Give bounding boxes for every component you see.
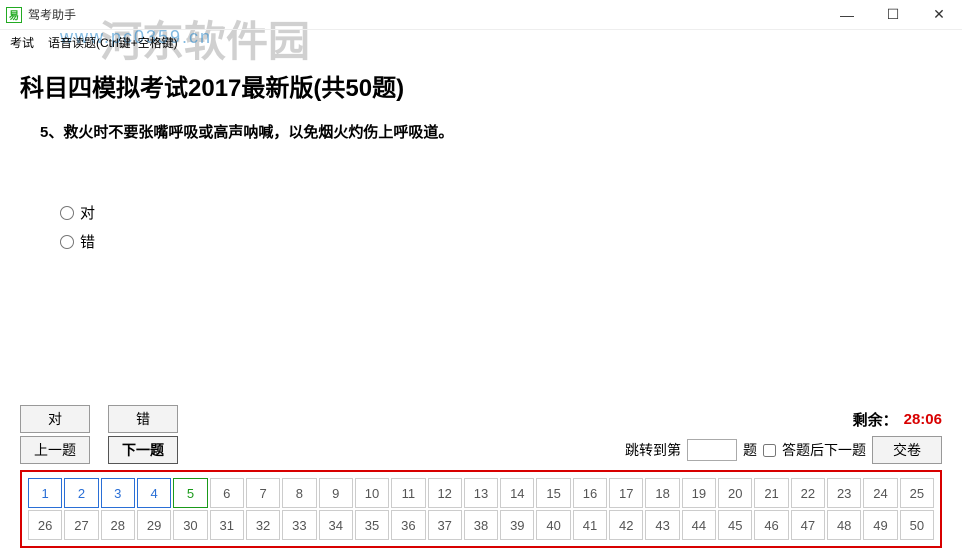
grid-cell[interactable]: 45 [718, 510, 752, 540]
menu-exam[interactable]: 考试 [10, 34, 34, 51]
option-true-radio[interactable] [60, 206, 74, 220]
question-body: 救火时不要张嘴呼吸或高声呐喊，以免烟火灼伤上呼吸道。 [63, 124, 453, 141]
answer-false-button[interactable]: 错 [108, 405, 178, 433]
grid-cell[interactable]: 44 [682, 510, 716, 540]
auto-next-label: 答题后下一题 [782, 440, 866, 460]
grid-cell[interactable]: 35 [355, 510, 389, 540]
page-title: 科目四模拟考试2017最新版(共50题) [20, 68, 942, 103]
option-false-radio[interactable] [60, 235, 74, 249]
grid-cell[interactable]: 9 [319, 478, 353, 508]
option-true-label: 对 [80, 202, 95, 223]
jump-label-post: 题 [743, 440, 757, 460]
grid-cell[interactable]: 41 [573, 510, 607, 540]
grid-cell[interactable]: 1 [28, 478, 62, 508]
prev-button[interactable]: 上一题 [20, 436, 90, 464]
grid-cell[interactable]: 5 [173, 478, 207, 508]
question-number: 5、 [40, 124, 63, 141]
grid-cell[interactable]: 32 [246, 510, 280, 540]
menu-read-aloud[interactable]: 语音读题(Ctrl键+空格键) [48, 34, 178, 51]
grid-cell[interactable]: 50 [900, 510, 934, 540]
grid-cell[interactable]: 34 [319, 510, 353, 540]
grid-cell[interactable]: 15 [536, 478, 570, 508]
grid-cell[interactable]: 38 [464, 510, 498, 540]
answer-true-button[interactable]: 对 [20, 405, 90, 433]
option-false[interactable]: 错 [60, 231, 942, 252]
grid-cell[interactable]: 2 [64, 478, 98, 508]
grid-cell[interactable]: 33 [282, 510, 316, 540]
grid-cell[interactable]: 43 [645, 510, 679, 540]
menubar: 考试 语音读题(Ctrl键+空格键) [0, 30, 962, 54]
grid-cell[interactable]: 20 [718, 478, 752, 508]
grid-cell[interactable]: 40 [536, 510, 570, 540]
jump-label-pre: 跳转到第 [625, 440, 681, 460]
grid-cell[interactable]: 19 [682, 478, 716, 508]
grid-cell[interactable]: 10 [355, 478, 389, 508]
window-title: 驾考助手 [28, 6, 76, 23]
grid-cell[interactable]: 23 [827, 478, 861, 508]
grid-cell[interactable]: 30 [173, 510, 207, 540]
grid-cell[interactable]: 37 [428, 510, 462, 540]
grid-cell[interactable]: 26 [28, 510, 62, 540]
timer-value: 28:06 [904, 411, 942, 428]
app-icon: 易 [6, 7, 22, 23]
grid-cell[interactable]: 17 [609, 478, 643, 508]
grid-cell[interactable]: 11 [391, 478, 425, 508]
grid-cell[interactable]: 49 [863, 510, 897, 540]
grid-cell[interactable]: 6 [210, 478, 244, 508]
option-true[interactable]: 对 [60, 202, 942, 223]
grid-cell[interactable]: 29 [137, 510, 171, 540]
auto-next-checkbox[interactable] [763, 444, 776, 457]
grid-cell[interactable]: 46 [754, 510, 788, 540]
jump-input[interactable] [687, 439, 737, 461]
grid-cell[interactable]: 47 [791, 510, 825, 540]
question-grid-frame: 1234567891011121314151617181920212223242… [20, 470, 942, 548]
grid-cell[interactable]: 13 [464, 478, 498, 508]
grid-cell[interactable]: 8 [282, 478, 316, 508]
grid-cell[interactable]: 42 [609, 510, 643, 540]
question-text: 5、救火时不要张嘴呼吸或高声呐喊，以免烟火灼伤上呼吸道。 [40, 121, 942, 142]
grid-cell[interactable]: 48 [827, 510, 861, 540]
minimize-button[interactable]: — [824, 0, 870, 30]
grid-cell[interactable]: 12 [428, 478, 462, 508]
grid-cell[interactable]: 31 [210, 510, 244, 540]
grid-cell[interactable]: 39 [500, 510, 534, 540]
close-button[interactable]: ✕ [916, 0, 962, 30]
grid-cell[interactable]: 3 [101, 478, 135, 508]
titlebar: 易 驾考助手 — ☐ ✕ [0, 0, 962, 30]
grid-cell[interactable]: 25 [900, 478, 934, 508]
next-button[interactable]: 下一题 [108, 436, 178, 464]
options: 对 错 [60, 202, 942, 252]
grid-cell[interactable]: 4 [137, 478, 171, 508]
grid-cell[interactable]: 28 [101, 510, 135, 540]
grid-cell[interactable]: 16 [573, 478, 607, 508]
grid-cell[interactable]: 7 [246, 478, 280, 508]
submit-button[interactable]: 交卷 [872, 436, 942, 464]
maximize-button[interactable]: ☐ [870, 0, 916, 30]
option-false-label: 错 [80, 231, 95, 252]
grid-cell[interactable]: 36 [391, 510, 425, 540]
grid-cell[interactable]: 22 [791, 478, 825, 508]
grid-cell[interactable]: 14 [500, 478, 534, 508]
timer-label: 剩余： [853, 409, 898, 430]
grid-cell[interactable]: 21 [754, 478, 788, 508]
grid-cell[interactable]: 24 [863, 478, 897, 508]
grid-cell[interactable]: 18 [645, 478, 679, 508]
grid-cell[interactable]: 27 [64, 510, 98, 540]
question-grid: 1234567891011121314151617181920212223242… [28, 478, 934, 540]
